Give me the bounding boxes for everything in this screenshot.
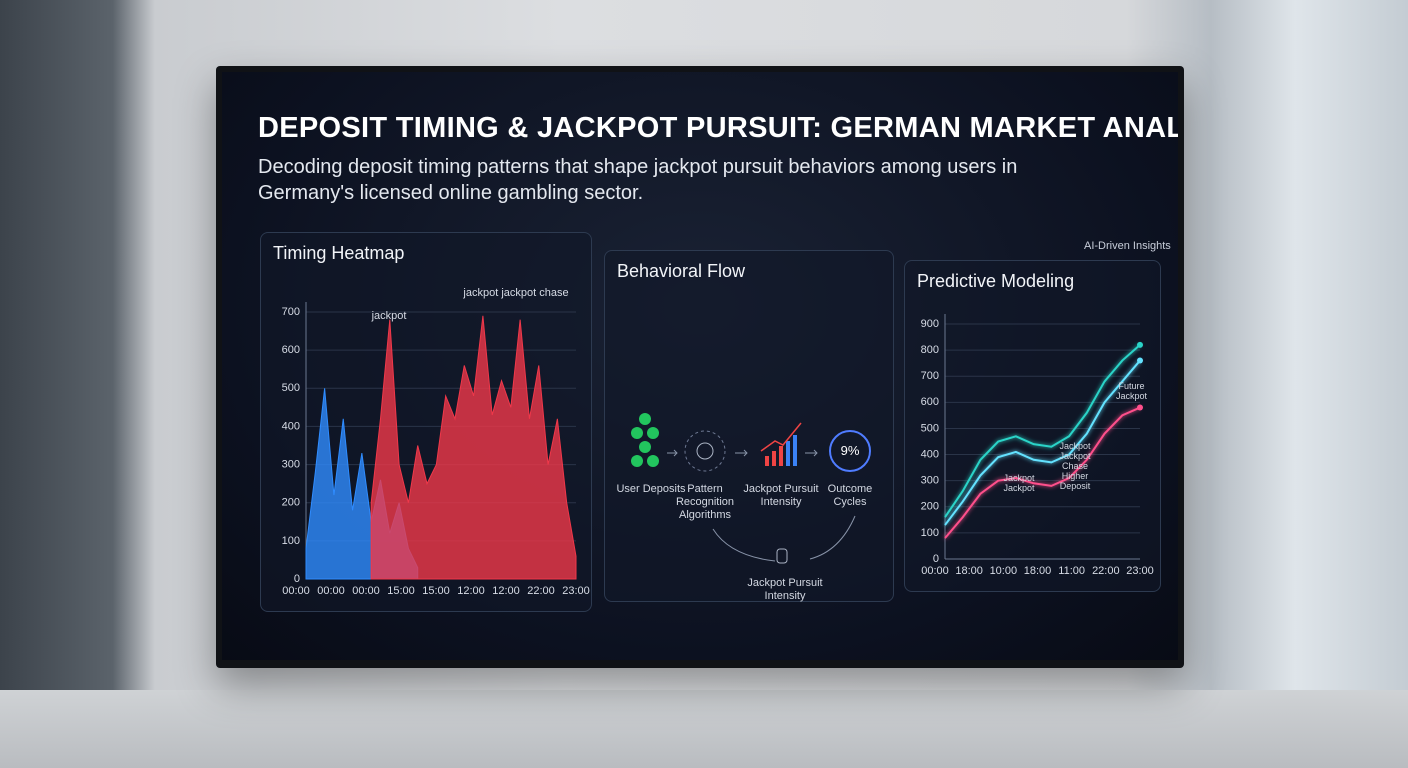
node-label: Outcome Cycles	[827, 483, 873, 508]
gear-icon	[696, 442, 714, 460]
annotation: Future Jackpot	[1115, 381, 1148, 401]
node-label: Jackpot Pursuit Intensity	[743, 483, 819, 508]
heatmap-panel: Timing Heatmap 0 100 200 300 400 500 600 700 00:…	[260, 232, 592, 612]
y-tick-label: 600	[282, 344, 300, 356]
y-tick-label: 700	[921, 370, 939, 382]
coin	[631, 455, 643, 467]
y-tick-label: 300	[282, 458, 300, 470]
y-tick-label: 300	[921, 475, 939, 487]
coin	[631, 427, 643, 439]
flow-panel: Behavioral Flow User Deposits Pattern Re…	[604, 250, 894, 602]
y-tick-label: 100	[282, 535, 300, 547]
icon-bar	[786, 441, 790, 466]
y-tick-label: 100	[921, 527, 939, 539]
cycle-icon	[829, 430, 871, 472]
arrow	[735, 449, 748, 457]
x-tick-label: 00:00	[921, 565, 949, 577]
y-tick-label: 600	[921, 396, 939, 408]
user-icon	[776, 548, 788, 564]
annotation: Jackpot Jackpot Chase Higher Deposit	[1059, 441, 1091, 491]
x-tick-label: 18:00	[955, 565, 983, 577]
predictive-panel: Predictive Modeling 0 100 200 300 400 500 600 7…	[904, 260, 1161, 592]
panel-title: Predictive Modeling	[917, 271, 1075, 291]
tv: DEPOSIT TIMING & JACKPOT PURSUIT: GERMAN…	[216, 66, 1184, 668]
x-tick-label: 23:00	[1126, 565, 1154, 577]
end-dot	[1137, 404, 1143, 411]
screen: DEPOSIT TIMING & JACKPOT PURSUIT: GERMAN…	[222, 72, 1178, 660]
end-dot	[1137, 341, 1143, 348]
y-tick-label: 0	[294, 573, 300, 585]
x-tick-label: 12:00	[457, 585, 485, 597]
x-tick-label: 12:00	[492, 585, 520, 597]
y-tick-label: 700	[282, 306, 300, 318]
x-tick-label: 15:00	[422, 585, 450, 597]
arrow	[805, 449, 818, 457]
y-tick-label: 200	[282, 497, 300, 509]
node-label: User Deposits	[616, 483, 686, 495]
annotation: Jackpot Jackpot	[1003, 473, 1035, 493]
x-tick-label: 00:00	[282, 585, 310, 597]
gear-icon	[684, 430, 726, 472]
x-tick-label: 15:00	[387, 585, 415, 597]
line	[944, 344, 1141, 518]
coin	[639, 413, 651, 425]
floor	[0, 690, 1408, 768]
flow-graphics	[631, 413, 871, 564]
annotation: jackpot	[371, 310, 407, 322]
title: DEPOSIT TIMING & JACKPOT PURSUIT: GERMAN…	[258, 112, 1178, 144]
annotation: jackpot jackpot chase	[462, 287, 568, 299]
line	[944, 359, 1141, 526]
y-tick-label: 500	[282, 382, 300, 394]
coin	[647, 427, 659, 439]
x-tick-label: 00:00	[352, 585, 380, 597]
y-tick-label: 900	[921, 318, 939, 330]
x-tick-label: 22:00	[527, 585, 555, 597]
area	[370, 315, 577, 580]
icon-bar	[793, 435, 797, 466]
coin	[639, 441, 651, 453]
heatmap-chart: 0 100 200 300 400 500 600 700 00:00 00:00 00:00 15:…	[282, 287, 590, 597]
y-tick-label: 500	[921, 422, 939, 434]
icon-bar	[772, 451, 776, 466]
end-dot	[1137, 357, 1143, 364]
badge: AI-Driven Insights	[1084, 240, 1171, 252]
arrow	[667, 449, 678, 457]
x-tick-label: 00:00	[317, 585, 345, 597]
subtitle: Decoding deposit timing patterns that sh…	[258, 156, 1018, 204]
coin	[647, 455, 659, 467]
node-value: 9%	[840, 443, 860, 458]
x-tick-label: 11:00	[1058, 565, 1085, 577]
line	[944, 406, 1141, 539]
icon-bar	[765, 456, 769, 466]
x-tick-label: 10:00	[990, 565, 1018, 577]
y-tick-label: 0	[933, 553, 939, 565]
x-tick-label: 18:00	[1024, 565, 1052, 577]
y-tick-label: 400	[921, 448, 939, 460]
arrow	[712, 528, 776, 562]
panel-title: Timing Heatmap	[273, 243, 405, 263]
x-tick-label: 22:00	[1092, 565, 1120, 577]
icon-bar	[779, 446, 783, 466]
icon-line	[760, 422, 802, 452]
panel-title: Behavioral Flow	[617, 261, 746, 281]
x-tick-label: 23:00	[562, 585, 590, 597]
arrow	[809, 515, 856, 560]
y-tick-label: 400	[282, 420, 300, 432]
y-tick-label: 200	[921, 501, 939, 513]
y-tick-label: 800	[921, 344, 939, 356]
node-label: Pattern Recognition Algorithms	[675, 483, 735, 521]
node-label: Jackpot Pursuit Intensity	[747, 577, 823, 602]
predictive-chart: 0 100 200 300 400 500 600 700 800 900 00:00 18:00 10…	[921, 314, 1154, 577]
